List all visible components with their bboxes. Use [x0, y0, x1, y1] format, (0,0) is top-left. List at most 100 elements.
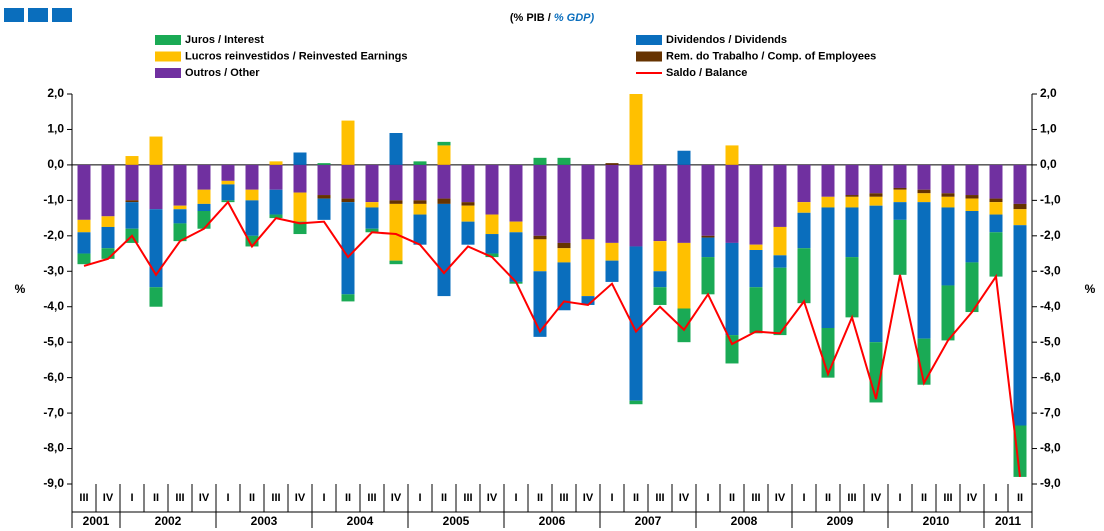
bar-segment [101, 216, 115, 227]
bar-segment [125, 156, 139, 165]
balance-line [83, 200, 1021, 478]
bar-segment [1013, 209, 1027, 226]
bar-segment [557, 164, 571, 243]
bar-segment [893, 219, 907, 275]
bar-segment [461, 164, 475, 203]
x-tick-label: II [345, 492, 351, 504]
bar-segment [1013, 164, 1027, 204]
bar-segment [437, 164, 451, 199]
bar-segment [557, 248, 571, 263]
year-label: 2007 [635, 514, 662, 528]
bar-segment [485, 164, 499, 215]
bar-segment [725, 335, 739, 364]
legend-swatch [155, 35, 181, 45]
bar-segment [77, 164, 91, 220]
bar-segment [749, 287, 763, 334]
bar-segment [869, 164, 883, 194]
bar-segment [509, 164, 523, 222]
y-tick-label: -5,0 [43, 334, 64, 348]
year-label: 2008 [731, 514, 758, 528]
bar-segment [317, 195, 331, 199]
bar-segment [965, 262, 979, 313]
bar-segment [413, 200, 427, 204]
y2-tick-label: -1,0 [1040, 193, 1061, 207]
bar-segment [845, 164, 859, 196]
y2-tick-label: -4,0 [1040, 299, 1061, 313]
x-tick-label: III [751, 492, 760, 504]
bar-segment [461, 221, 475, 245]
bar-segment [269, 161, 283, 165]
x-tick-label: IV [103, 492, 114, 504]
bar-segment [989, 164, 1003, 199]
bar-segment [125, 202, 139, 229]
bar-segment [989, 198, 1003, 203]
year-label: 2005 [443, 514, 470, 528]
bar-segment [533, 157, 547, 165]
bar-segment [173, 209, 187, 224]
bar-segment [461, 205, 475, 222]
bar-segment [245, 235, 259, 247]
x-tick-label: III [463, 492, 472, 504]
x-tick-label: I [514, 492, 517, 504]
bar-segment [77, 232, 91, 254]
bar-segment [341, 202, 355, 295]
bar-segment [413, 164, 427, 201]
bar-segment [533, 239, 547, 272]
x-tick-label: I [322, 492, 325, 504]
bar-segment [677, 150, 691, 165]
bar-segment [149, 164, 163, 210]
x-tick-label: II [441, 492, 447, 504]
y-tick-label: 0,0 [47, 157, 64, 171]
bar-segment [341, 164, 355, 199]
bar-segment [653, 271, 667, 288]
bar-segment [437, 141, 451, 146]
bar-segment [893, 187, 907, 190]
bar-segment [701, 237, 715, 258]
bar-segment [245, 189, 259, 201]
x-tick-label: III [175, 492, 184, 504]
year-label: 2009 [827, 514, 854, 528]
bar-segment [173, 223, 187, 242]
bar-segment [317, 198, 331, 220]
x-tick-label: IV [871, 492, 882, 504]
bar-segment [941, 207, 955, 286]
y-axis-label: % [15, 282, 26, 296]
bar-segment [773, 164, 787, 227]
bar-segment [965, 211, 979, 263]
y-tick-label: -7,0 [43, 405, 64, 419]
bar-segment [245, 200, 259, 236]
bar-segment [197, 203, 211, 211]
year-label: 2004 [347, 514, 374, 528]
bar-segment [845, 196, 859, 208]
bar-segment [653, 241, 667, 272]
bar-segment [629, 94, 643, 165]
bar-segment [701, 257, 715, 295]
x-tick-label: I [706, 492, 709, 504]
x-tick-label: IV [391, 492, 402, 504]
x-tick-label: IV [487, 492, 498, 504]
bar-segment [989, 202, 1003, 215]
bar-segment [725, 164, 739, 243]
bar-segment [845, 207, 859, 258]
bar-segment [797, 164, 811, 203]
bar-segment [917, 189, 931, 194]
bar-segment [941, 164, 955, 194]
bar-segment [941, 285, 955, 341]
bar-segment [605, 260, 619, 282]
logo-block [52, 8, 72, 22]
y2-tick-label: -6,0 [1040, 370, 1061, 384]
x-tick-label: III [943, 492, 952, 504]
x-tick-label: IV [295, 492, 306, 504]
bar-segment [221, 164, 235, 181]
x-tick-label: IV [967, 492, 978, 504]
bar-segment [821, 207, 835, 328]
bar-segment [629, 400, 643, 405]
bar-segment [533, 235, 547, 240]
bar-segment [653, 287, 667, 305]
bar-segment [629, 246, 643, 401]
bar-segment [797, 212, 811, 249]
bar-segment [125, 200, 139, 203]
bar-segment [293, 152, 307, 165]
bar-segment [893, 202, 907, 220]
